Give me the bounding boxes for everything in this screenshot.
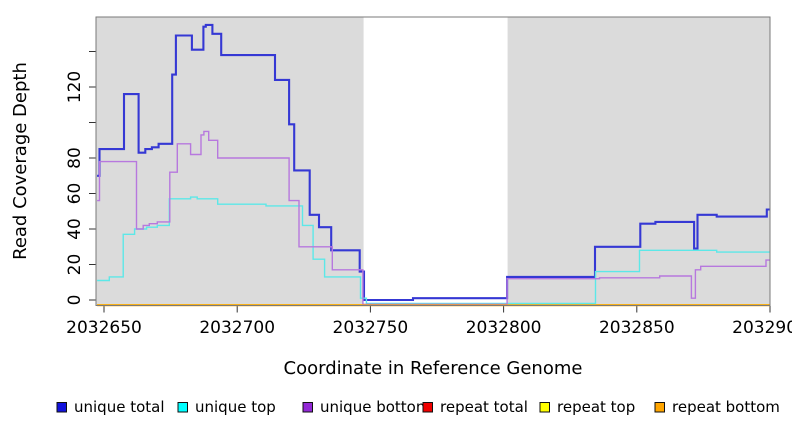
legend-label: unique bottom	[320, 398, 430, 416]
legend-swatch-unique-top	[177, 402, 188, 413]
legend-label: repeat total	[440, 398, 528, 416]
legend-item-repeat-total: repeat total	[422, 398, 528, 416]
y-axis-title: Read Coverage Depth	[10, 62, 31, 260]
legend-label: unique top	[195, 398, 276, 416]
legend-item-unique-bottom: unique bottom	[302, 398, 430, 416]
x-axis-title: Coordinate in Reference Genome	[284, 358, 583, 379]
legend-item-unique-top: unique top	[177, 398, 276, 416]
plot-gap-region	[363, 17, 508, 306]
legend-swatch-unique-bottom	[302, 402, 313, 413]
legend-label: unique total	[74, 398, 165, 416]
x-axis-tick-label: 2032650	[66, 318, 142, 338]
y-axis-tick-label: 80	[65, 147, 85, 169]
y-axis-tick-label: 0	[65, 295, 85, 306]
series-line-unique-bottom	[97, 130, 770, 305]
plot-shaded-region	[96, 17, 364, 306]
x-axis-tick-label: 2032700	[199, 318, 275, 338]
legend-swatch-repeat-total	[422, 402, 433, 413]
legend-swatch-repeat-top	[539, 402, 550, 413]
y-axis-tick-label: 40	[65, 218, 85, 240]
y-axis-tick-label: 120	[65, 71, 85, 103]
legend-item-repeat-bottom: repeat bottom	[654, 398, 780, 416]
legend-label: repeat bottom	[672, 398, 780, 416]
x-axis-tick-label: 2032800	[466, 318, 542, 338]
legend-item-unique-total: unique total	[56, 398, 165, 416]
y-axis-tick-label: 60	[65, 183, 85, 205]
x-axis-tick-label: 2032850	[599, 318, 675, 338]
legend-swatch-unique-total	[56, 402, 67, 413]
legend-swatch-repeat-bottom	[654, 402, 665, 413]
series-line-unique-total	[97, 23, 770, 302]
legend-item-repeat-top: repeat top	[539, 398, 635, 416]
x-axis-tick-label: 2032750	[333, 318, 409, 338]
legend-label: repeat top	[557, 398, 635, 416]
y-axis-tick-label: 20	[65, 254, 85, 276]
plot-panel-border	[95, 16, 771, 306]
